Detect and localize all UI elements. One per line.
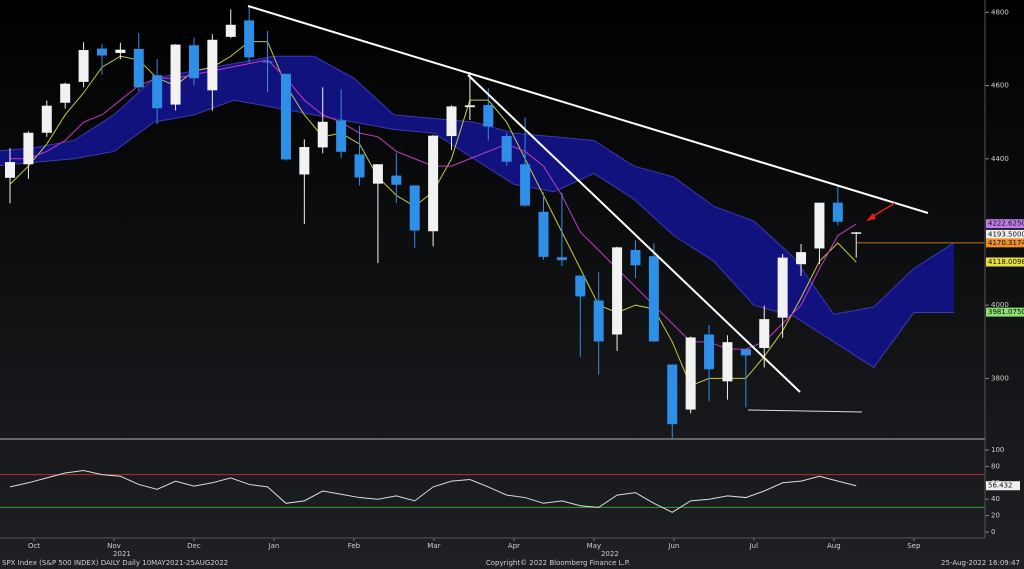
candle-body [759, 319, 770, 349]
candle-body [96, 48, 107, 56]
candle-body [777, 257, 788, 318]
candle-body [170, 44, 181, 105]
x-tick-label: Oct [28, 542, 40, 550]
annotations [247, 5, 929, 413]
candle-body [133, 48, 144, 88]
candle-body [60, 83, 71, 103]
x-tick-label: Jun [667, 542, 679, 550]
value-label: 4193.5000 [988, 230, 1024, 238]
candle-body [501, 136, 512, 162]
candle-body [225, 24, 236, 37]
candle-body [704, 334, 715, 370]
candle-body [593, 300, 604, 342]
value-label: 4222.6250 [988, 220, 1024, 228]
candle-body [115, 49, 126, 53]
candle-body [648, 256, 659, 342]
value-label: 3981.0750 [988, 308, 1024, 316]
candle-body [796, 252, 807, 265]
year-label: 2022 [601, 550, 619, 558]
candle-body [556, 257, 567, 261]
candle-body [446, 106, 457, 137]
y-tick-label: 100 [991, 446, 1004, 454]
x-tick-label: Feb [348, 542, 361, 550]
candle-body [612, 247, 623, 335]
footer-center: Copyright© 2022 Bloomberg Finance L.P. [486, 559, 630, 567]
candle-body [832, 202, 843, 222]
y-tick-label: 4800 [991, 8, 1009, 16]
y-tick-label: 4600 [991, 82, 1009, 90]
candle-body [78, 50, 89, 82]
candle-body [667, 364, 678, 425]
cloud-segment [513, 132, 555, 193]
candle-body [317, 121, 328, 148]
candle-body [409, 185, 420, 231]
candle-body [41, 105, 52, 133]
candle-body [262, 61, 273, 63]
candle-body [23, 132, 34, 165]
candle-body [483, 104, 494, 127]
trendline [247, 5, 929, 214]
year-label: 2021 [113, 550, 131, 558]
candle-body [391, 175, 402, 185]
footer-left: SPX Index (S&P 500 INDEX) DAILY Daily 10… [2, 559, 228, 567]
candle-body [4, 162, 15, 178]
value-label: 4170.3174 [988, 239, 1024, 247]
candle-body [814, 202, 825, 249]
rsi-line [9, 469, 857, 513]
x-tick-label: May [587, 542, 601, 550]
x-tick-label: Dec [187, 542, 201, 550]
x-tick-label: Mar [427, 542, 440, 550]
candle-body [299, 147, 310, 175]
candle-body [207, 39, 218, 91]
candle-body [630, 249, 641, 266]
support-line [747, 409, 863, 413]
value-label-box [986, 219, 1024, 229]
value-label-box [986, 257, 1024, 267]
footer-right: 25-Aug-2022 16:09:47 [941, 559, 1020, 567]
candle-body [538, 211, 549, 257]
y-tick-label: 40 [991, 495, 1000, 503]
y-tick-label: 3800 [991, 374, 1009, 382]
value-label: 56.432 [988, 482, 1013, 490]
y-tick-label: 20 [991, 512, 1000, 520]
candle-body [354, 154, 365, 178]
y-tick-label: 80 [991, 462, 1000, 470]
value-label-box [986, 481, 1020, 491]
value-label-box [986, 229, 1024, 239]
x-tick-label: Jul [749, 542, 759, 550]
cloud-span-b [0, 99, 954, 369]
candle-body [851, 232, 862, 234]
candle-body [428, 135, 439, 232]
y-tick-label: 4400 [991, 155, 1009, 163]
y-tick-label: 0 [991, 528, 995, 536]
candle-body [464, 105, 475, 108]
value-label-box [986, 238, 1024, 248]
plot: 3800 4000 4400 4600 4800 Oct Nov Dec Jan Feb Mar Ap… [0, 5, 1024, 558]
x-tick-label: Nov [107, 542, 121, 550]
candle-body [244, 20, 255, 58]
trendline [467, 74, 801, 393]
candle-body [575, 275, 586, 297]
candle-body [372, 164, 383, 184]
candle-body [188, 45, 199, 79]
x-tick-label: Aug [827, 542, 841, 550]
value-label: 4118.0098 [988, 258, 1024, 266]
candle-body [280, 73, 291, 160]
cloud-segment [273, 56, 315, 116]
candle-body [722, 342, 733, 382]
x-tick-label: Sep [907, 542, 921, 550]
y-tick-label: 4000 [991, 301, 1009, 309]
candle-body [740, 349, 751, 356]
x-tick-label: Jan [268, 542, 280, 550]
candle-body [685, 337, 696, 410]
candle-body [520, 164, 531, 206]
x-tick-label: Apr [508, 542, 520, 550]
value-label-box [986, 307, 1024, 317]
candle-body [336, 120, 347, 152]
arrow-head [866, 213, 876, 221]
candle-body [152, 75, 163, 109]
